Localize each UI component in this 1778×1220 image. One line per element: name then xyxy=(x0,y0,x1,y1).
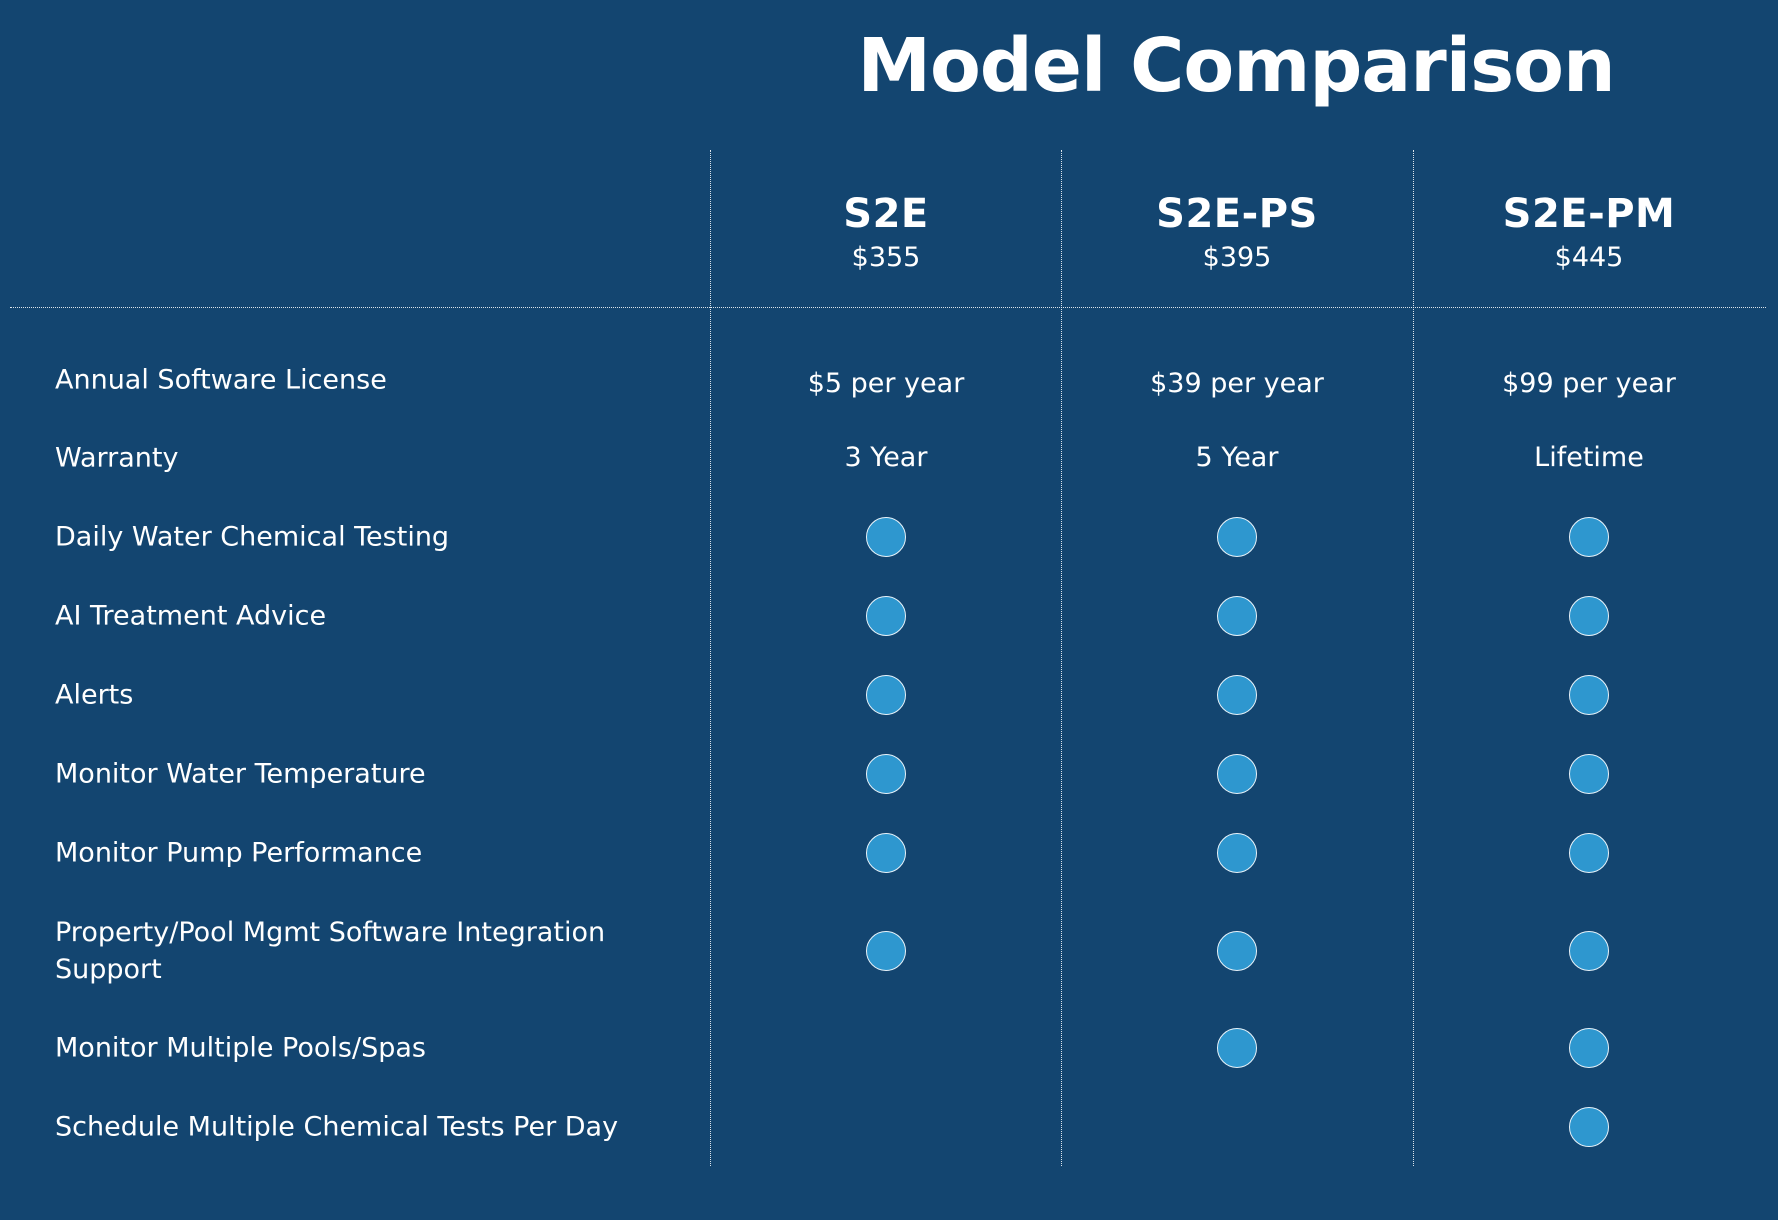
feature-label: Alerts xyxy=(55,679,134,711)
feature-label: Monitor Multiple Pools/Spas xyxy=(55,1032,426,1064)
feature-value: 3 Year xyxy=(844,442,928,473)
included-dot-icon xyxy=(1217,517,1257,557)
included-dot-icon xyxy=(1217,833,1257,873)
included-dot-icon xyxy=(1569,931,1609,971)
feature-label: Property/Pool Mgmt Software Integration … xyxy=(55,917,606,985)
included-dot-icon xyxy=(1217,1028,1257,1068)
feature-label: Daily Water Chemical Testing xyxy=(55,521,450,553)
included-dot-icon xyxy=(1569,833,1609,873)
feature-value: Lifetime xyxy=(1534,442,1644,473)
included-dot-icon xyxy=(1217,675,1257,715)
included-dot-icon xyxy=(866,675,906,715)
feature-label: Warranty xyxy=(55,442,179,474)
included-dot-icon xyxy=(1569,1107,1609,1147)
model-name: S2E-PS xyxy=(1156,191,1318,237)
model-name: S2E-PM xyxy=(1502,191,1676,237)
page-title: Model Comparison xyxy=(857,23,1615,109)
column-divider xyxy=(710,150,711,1166)
model-price: $445 xyxy=(1554,242,1624,273)
feature-label: Annual Software License xyxy=(55,364,387,396)
feature-label: Monitor Pump Performance xyxy=(55,837,423,869)
feature-value: $39 per year xyxy=(1150,368,1324,399)
feature-value: $5 per year xyxy=(807,368,965,399)
included-dot-icon xyxy=(1569,517,1609,557)
included-dot-icon xyxy=(1569,596,1609,636)
column-divider xyxy=(1061,150,1062,1166)
feature-value: 5 Year xyxy=(1195,442,1279,473)
included-dot-icon xyxy=(866,833,906,873)
model-header-s2e-ps: S2E-PS $395 xyxy=(1062,190,1412,276)
included-dot-icon xyxy=(1217,754,1257,794)
feature-label: Monitor Water Temperature xyxy=(55,758,426,790)
model-price: $355 xyxy=(851,242,921,273)
included-dot-icon xyxy=(1217,931,1257,971)
header-divider xyxy=(10,307,1766,308)
included-dot-icon xyxy=(866,596,906,636)
model-header-s2e-pm: S2E-PM $445 xyxy=(1414,190,1764,276)
feature-label: Schedule Multiple Chemical Tests Per Day xyxy=(55,1111,619,1143)
included-dot-icon xyxy=(866,931,906,971)
included-dot-icon xyxy=(1569,754,1609,794)
feature-value: $99 per year xyxy=(1502,368,1676,399)
included-dot-icon xyxy=(866,754,906,794)
included-dot-icon xyxy=(1217,596,1257,636)
column-divider xyxy=(1413,150,1414,1166)
included-dot-icon xyxy=(866,517,906,557)
model-header-s2e: S2E $355 xyxy=(711,190,1061,276)
included-dot-icon xyxy=(1569,1028,1609,1068)
included-dot-icon xyxy=(1569,675,1609,715)
model-price: $395 xyxy=(1202,242,1272,273)
model-name: S2E xyxy=(843,191,929,237)
feature-label: AI Treatment Advice xyxy=(55,600,327,632)
